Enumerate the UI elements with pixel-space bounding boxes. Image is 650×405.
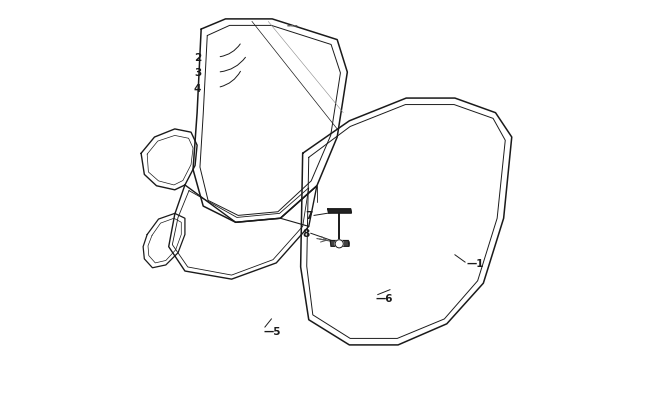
Text: 8: 8 xyxy=(302,229,309,239)
Text: 2: 2 xyxy=(194,53,201,63)
Text: —5: —5 xyxy=(263,326,281,336)
Text: —1: —1 xyxy=(466,258,484,268)
Text: 4: 4 xyxy=(194,83,201,93)
Polygon shape xyxy=(328,209,352,213)
Text: —6: —6 xyxy=(376,294,393,303)
Text: 3: 3 xyxy=(194,68,201,78)
Text: 7: 7 xyxy=(305,211,313,221)
Text: 0: 0 xyxy=(345,240,350,249)
Text: ▬▬▬: ▬▬▬ xyxy=(287,23,298,27)
Polygon shape xyxy=(330,241,349,247)
Circle shape xyxy=(335,240,343,248)
